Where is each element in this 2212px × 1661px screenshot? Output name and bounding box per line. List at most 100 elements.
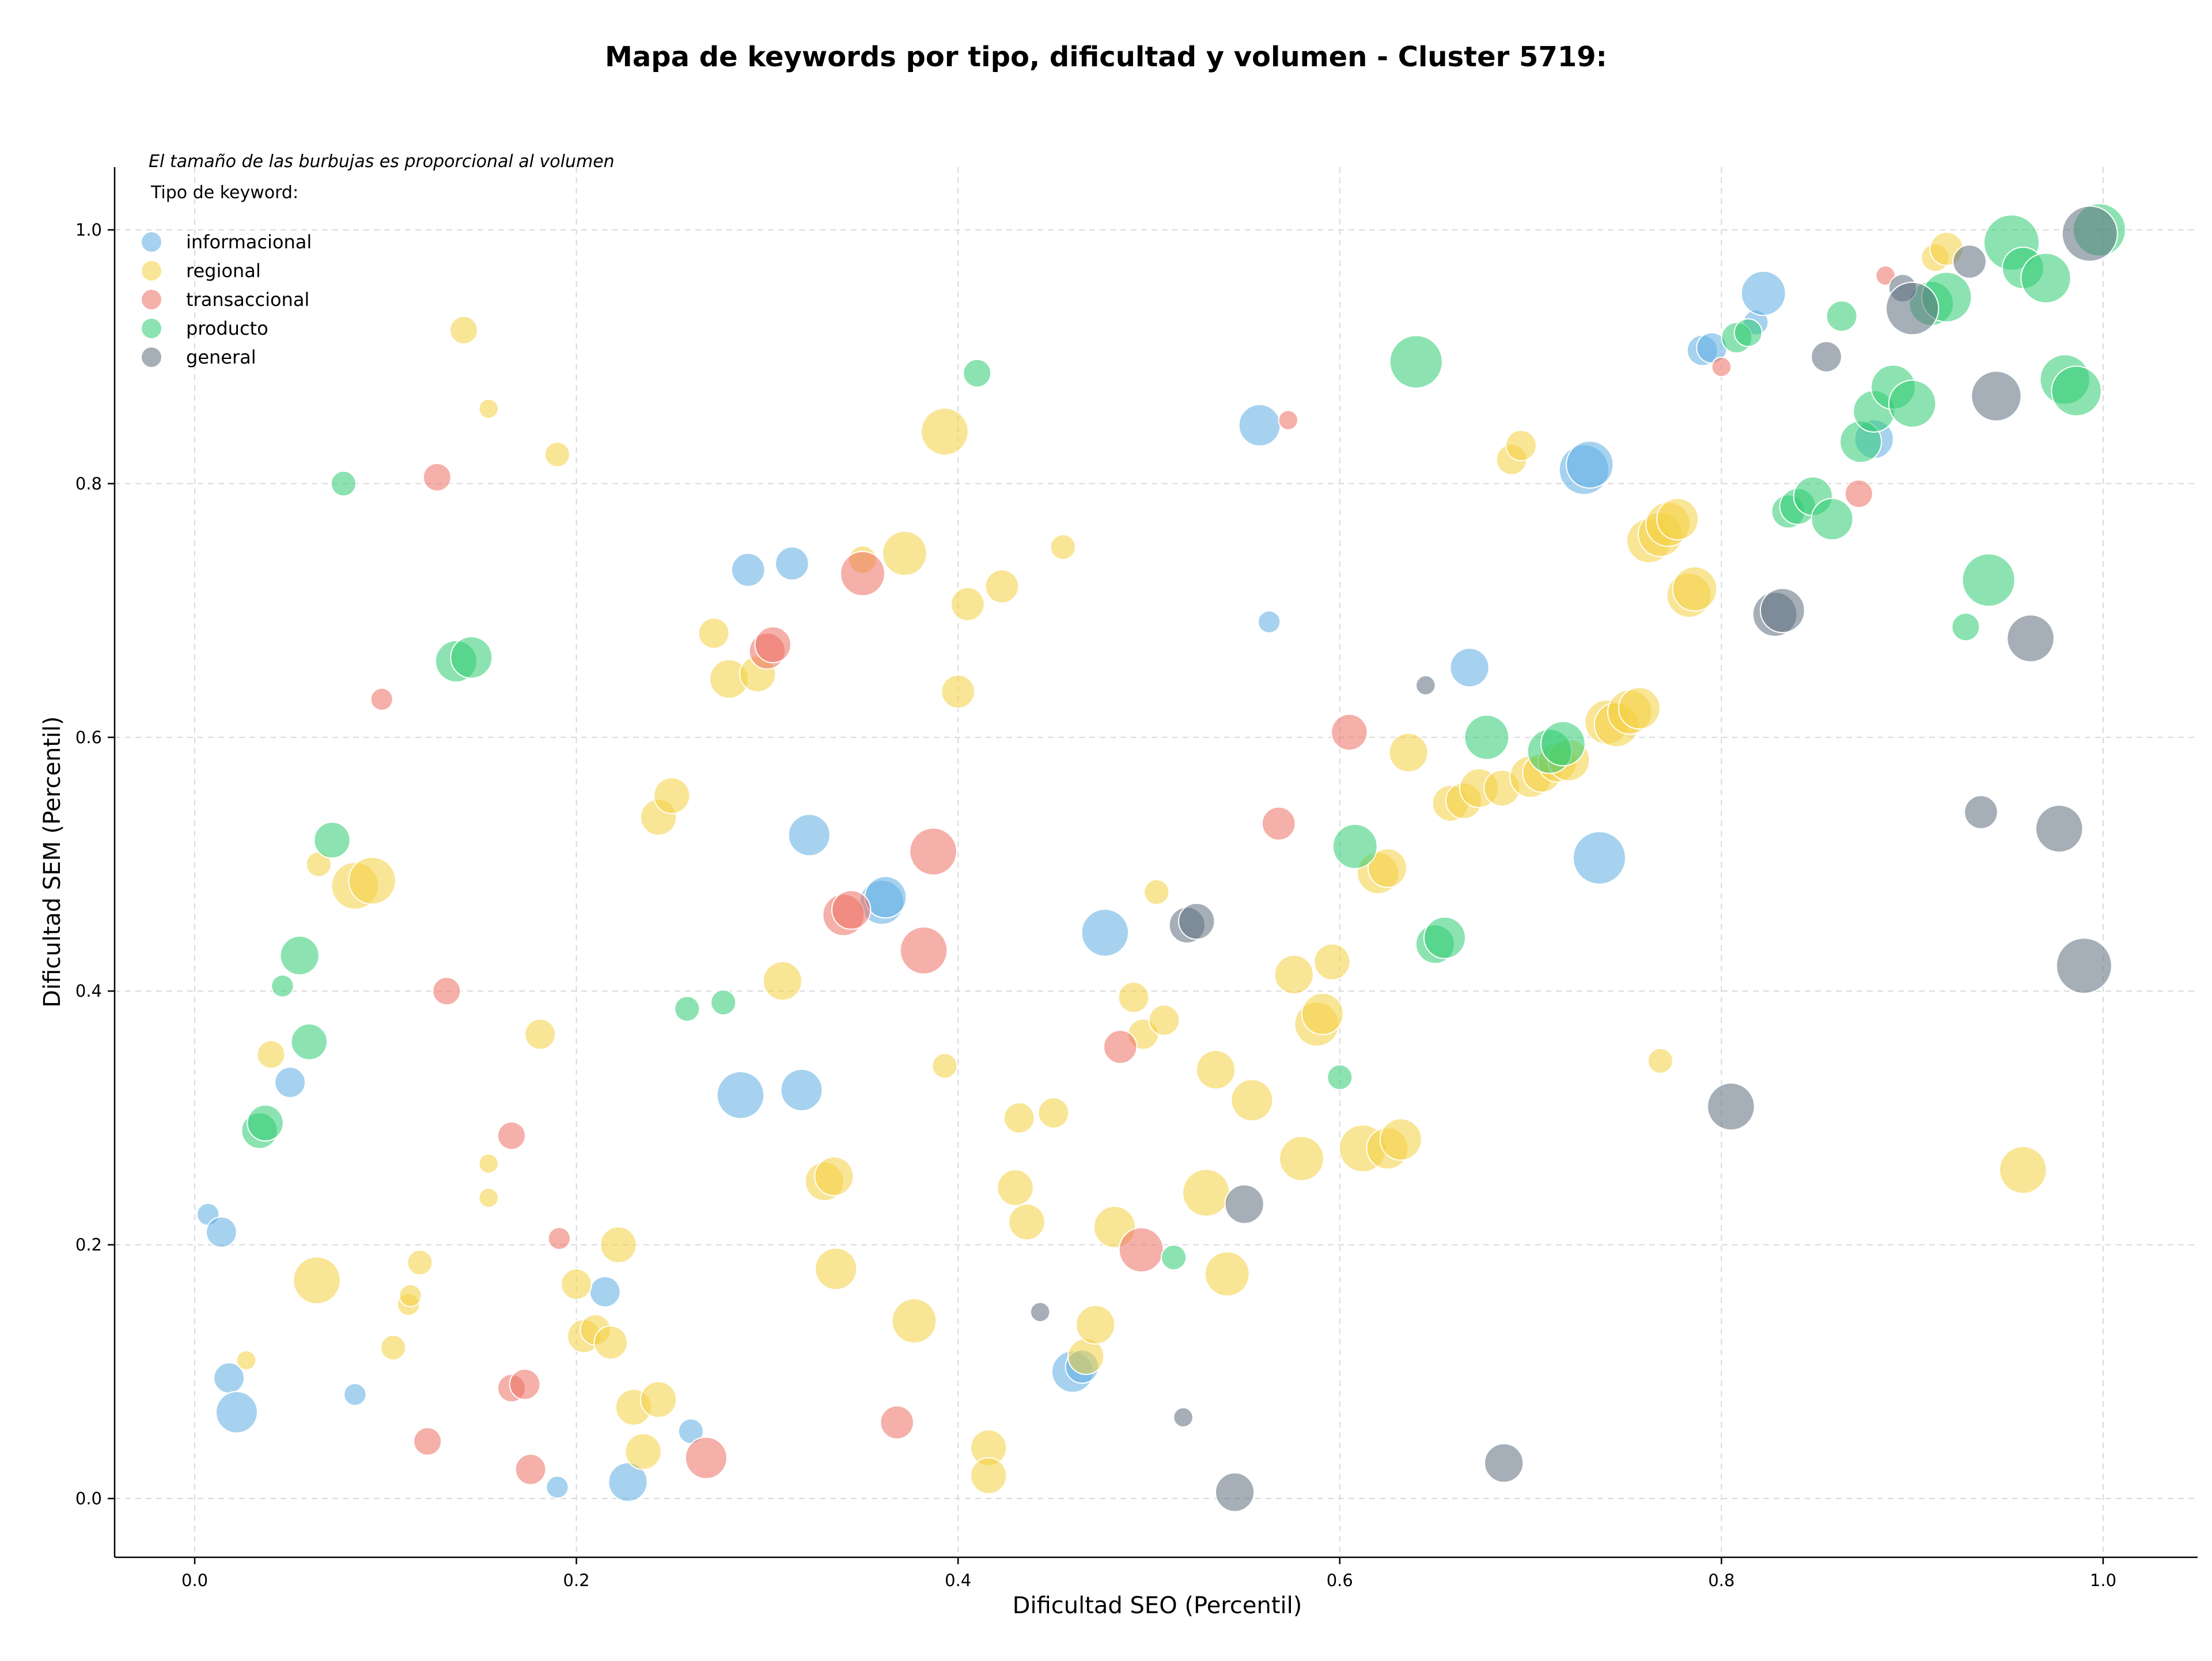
bubble-informacional [716,1071,765,1119]
legend-label-transaccional: transaccional [186,289,309,311]
bubble-regional [1647,1047,1673,1074]
bubble-regional [882,531,927,576]
bubble-informacional [274,1066,306,1099]
bubble-general [1178,902,1215,940]
bubble-informacional [546,1475,569,1499]
bubble-transaccional [880,1405,914,1440]
bubble-general [1484,1443,1524,1483]
bubble-regional [698,617,730,649]
bubble-transaccional [497,1121,526,1151]
bubble-general [1885,281,1940,336]
bubble-transaccional [547,1227,571,1250]
legend-marker-transaccional [142,290,161,309]
bubble-regional [560,1268,592,1300]
bubble-producto [290,1023,328,1061]
bubble-informacional [589,1276,621,1308]
bubble-producto [1161,1244,1187,1271]
bubble-producto [963,358,992,388]
y-tick-label: 0.6 [75,728,102,747]
bubble-producto [710,989,737,1016]
legend-label-producto: producto [186,317,268,339]
bubble-transaccional [754,626,792,664]
bubble-transaccional [684,1436,728,1480]
bubble-producto [2051,365,2102,417]
bubble-regional [478,1187,499,1208]
bubble-producto [1888,379,1937,428]
bubble-transaccional [1262,806,1296,841]
bubble-regional [1204,1251,1250,1297]
bubble-informacional [206,1216,237,1248]
bubble-general [1173,1407,1194,1428]
bubble-producto [247,1104,284,1142]
legend-label-regional: regional [186,260,261,282]
bubble-regional [921,407,969,456]
bubble-transaccional [831,890,872,930]
bubble-transaccional [840,551,885,597]
bubble-regional [1182,1168,1230,1217]
bubble-producto [1810,498,1854,541]
bubble-informacional [1740,270,1786,316]
bubble-regional [1274,955,1314,995]
bubble-transaccional [1118,1227,1164,1273]
bubble-transaccional [1331,713,1368,751]
bubble-regional [1148,1004,1180,1036]
y-tick-label: 0.2 [75,1235,102,1255]
legend-label-general: general [186,346,256,368]
bubble-general [1707,1082,1755,1131]
bubble-regional [1313,943,1351,981]
bubble-producto [1825,300,1858,332]
bubble-regional [478,398,499,419]
bubble-informacional [1257,610,1281,634]
bubble-transaccional [899,926,948,975]
bubble-producto [1733,318,1763,347]
bubble-transaccional [909,827,957,876]
y-axis-label: Dificultad SEM (Percentil) [39,716,66,1008]
x-tick-label: 0.6 [1327,1571,1353,1590]
x-tick-label: 1.0 [2090,1571,2116,1590]
legend-marker-general [142,347,161,367]
bubble-regional [1230,1079,1274,1122]
bubble-regional [639,1381,677,1418]
bubble-general [1952,244,1987,279]
bubble-regional [1195,1050,1236,1090]
bubble-regional [1050,534,1077,561]
bubble-general [1415,675,1436,696]
y-tick-label: 0.0 [75,1489,102,1508]
bubble-transaccional [422,463,452,492]
y-tick-label: 0.4 [75,981,102,1001]
axes: 0.0 0.0 0.2 0.2 0.4 0.4 0.6 0.6 0.8 0.8 1.0 1.0 [75,167,2198,1590]
bubble-transaccional [509,1368,541,1401]
bubble-regional [399,1284,422,1307]
bubble-regional [1505,429,1537,461]
bubble-regional [815,1247,858,1291]
bubble-regional [950,587,985,622]
bubble-regional [1379,1118,1422,1161]
bubble-regional [891,1298,937,1344]
bubble-producto [1540,721,1586,767]
bubble-informacional [731,553,766,587]
bubble-producto [1951,612,1980,642]
bubble-informacional [343,1383,367,1406]
bubble-producto [1332,823,1378,869]
bubble-general [1964,794,1998,830]
legend: El tamaño de las burbujas es proporciona… [142,152,615,368]
bubble-regional [1075,1304,1116,1345]
bubble-informacional [787,814,831,857]
legend-marker-producto [142,319,161,338]
bubble-regional [624,1433,662,1470]
chart-title: Mapa de keywords por tipo, dificultad y … [605,41,1607,73]
bubble-transaccional [1103,1030,1138,1064]
bubble-regional [1279,1136,1324,1182]
bubble-general [1029,1301,1051,1323]
bubbles [196,203,2126,1512]
y-tick-label: 1.0 [75,220,102,240]
series-general [1029,205,2118,1512]
bubble-regional [1388,732,1429,773]
bubble-producto [450,636,493,679]
bubble-transaccional [514,1454,547,1485]
bubble-general [2055,937,2112,994]
bubble-producto [1389,335,1443,389]
bubble-regional [293,1256,341,1305]
bubble-regional [941,674,975,709]
bubble-regional [600,1226,637,1263]
